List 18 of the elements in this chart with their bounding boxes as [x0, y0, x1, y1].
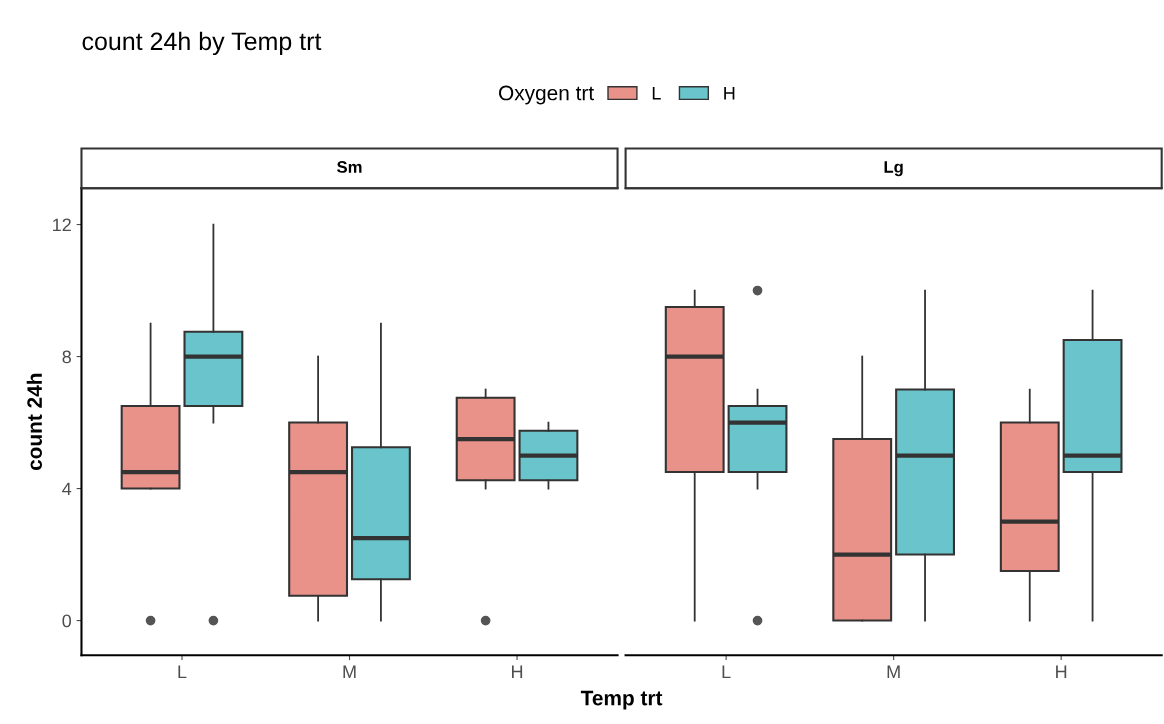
legend-title: Oxygen trt — [499, 85, 594, 105]
y-tick-label: 12 — [53, 218, 71, 232]
x-tick-label: L — [722, 665, 731, 679]
legend-label: L — [652, 86, 661, 100]
y-axis-title: count 24h — [26, 373, 42, 471]
x-tick-label: H — [1056, 665, 1067, 679]
x-tick-label: M — [343, 665, 356, 679]
x-axis-title: Temp trt — [580, 690, 663, 710]
x-tick-label: H — [512, 665, 523, 679]
y-tick-label: 8 — [62, 350, 71, 364]
x-tick-label: L — [178, 665, 187, 679]
chart-title: count 24h by Temp trt — [82, 31, 322, 56]
x-tick-label: M — [887, 665, 900, 679]
y-tick-label: 0 — [62, 614, 72, 628]
chart-subtitle: Lg — [884, 161, 903, 177]
legend-label: H — [724, 86, 735, 100]
chart-subtitle: Sm — [337, 161, 362, 173]
y-tick-label: 4 — [62, 482, 72, 496]
